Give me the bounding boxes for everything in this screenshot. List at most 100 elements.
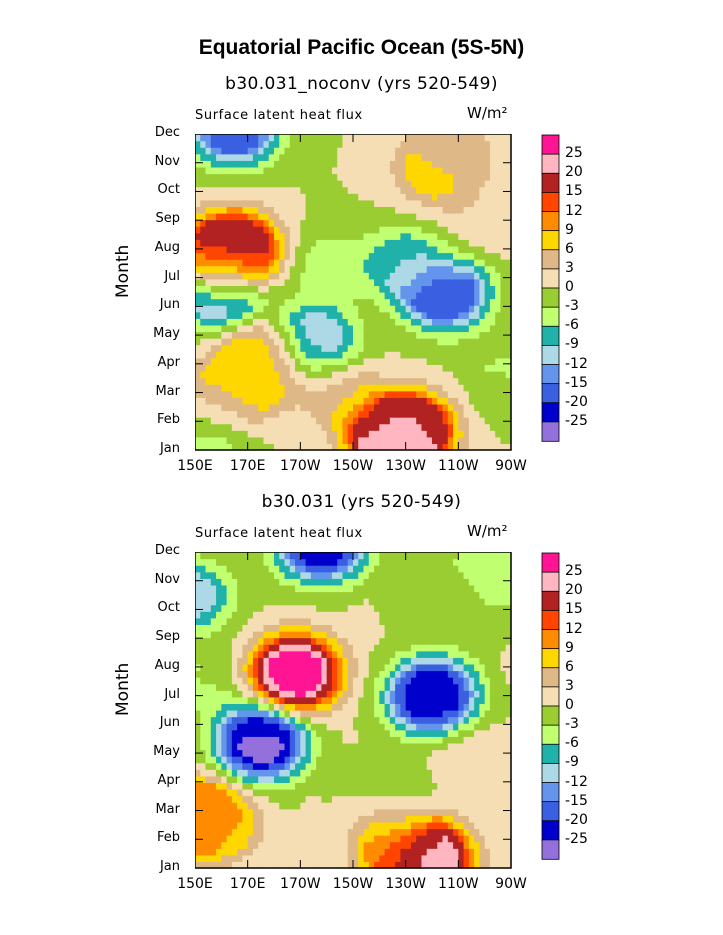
heatmap-cell xyxy=(305,729,312,737)
heatmap-cell xyxy=(374,180,380,188)
heatmap-cell xyxy=(300,716,307,724)
heatmap-cell xyxy=(321,828,328,836)
heatmap-cell xyxy=(221,808,228,816)
heatmap-cell xyxy=(379,239,386,247)
heatmap-cell xyxy=(305,384,312,392)
heatmap-cell xyxy=(221,371,228,379)
heatmap-cell xyxy=(384,259,391,267)
colorbar-swatch xyxy=(541,306,560,327)
heatmap-cell xyxy=(216,351,222,359)
heatmap-cell xyxy=(400,443,407,451)
heatmap-cell xyxy=(342,795,349,803)
heatmap-cell xyxy=(295,571,301,579)
heatmap-cell xyxy=(200,206,207,214)
heatmap-cell xyxy=(205,815,212,823)
heatmap-cell xyxy=(231,677,238,685)
heatmap-cell xyxy=(237,677,243,685)
heatmap-cell xyxy=(289,140,296,148)
heatmap-cell xyxy=(210,815,217,823)
heatmap-cell xyxy=(405,311,412,319)
y-tick-label: Feb xyxy=(156,412,180,428)
heatmap-cell xyxy=(242,245,249,254)
heatmap-cell xyxy=(247,742,254,751)
heatmap-cell xyxy=(374,657,380,665)
heatmap-cell xyxy=(226,324,233,333)
heatmap-cell xyxy=(263,631,270,639)
heatmap-cell xyxy=(310,252,317,260)
heatmap-cell xyxy=(300,644,307,652)
heatmap-cell xyxy=(463,318,470,326)
heatmap-cell xyxy=(416,410,423,418)
heatmap-cell xyxy=(489,213,496,221)
heatmap-cell xyxy=(331,305,338,313)
heatmap-cell xyxy=(274,226,280,234)
heatmap-cell xyxy=(258,742,265,751)
heatmap-cell xyxy=(368,677,375,685)
heatmap-cell xyxy=(321,252,328,260)
heatmap-cell xyxy=(363,410,370,418)
heatmap-cell xyxy=(268,397,275,405)
heatmap-cell xyxy=(321,272,328,280)
heatmap-cell xyxy=(453,180,459,188)
heatmap-cell xyxy=(268,690,275,698)
heatmap-cell xyxy=(263,578,270,586)
heatmap-cell xyxy=(489,259,496,267)
heatmap-cell xyxy=(268,604,275,612)
heatmap-cell xyxy=(247,285,254,293)
heatmap-cell xyxy=(347,298,354,306)
heatmap-cell xyxy=(410,578,417,586)
heatmap-cell xyxy=(342,670,349,678)
heatmap-cell xyxy=(242,703,249,711)
heatmap-cell xyxy=(363,604,370,612)
heatmap-cell xyxy=(453,292,459,300)
heatmap-cell xyxy=(226,749,233,757)
heatmap-cell xyxy=(242,147,249,155)
heatmap-cell xyxy=(321,670,328,678)
heatmap-cell xyxy=(400,226,407,234)
heatmap-cell xyxy=(295,226,301,234)
heatmap-cell xyxy=(263,206,270,214)
heatmap-cell xyxy=(300,364,307,372)
heatmap-cell xyxy=(379,835,386,843)
heatmap-cell xyxy=(305,344,312,352)
heatmap-cell xyxy=(195,650,201,658)
heatmap-cell xyxy=(263,153,270,161)
heatmap-cell xyxy=(284,802,291,810)
heatmap-cell xyxy=(353,571,359,579)
heatmap-cell xyxy=(326,835,333,843)
heatmap-cell xyxy=(416,371,423,379)
heatmap-cell xyxy=(505,186,512,194)
heatmap-cell xyxy=(358,265,365,273)
heatmap-cell xyxy=(374,384,380,392)
heatmap-cell xyxy=(258,617,265,626)
heatmap-cell xyxy=(284,696,291,705)
heatmap-cell xyxy=(247,729,254,737)
heatmap-cell xyxy=(305,278,312,287)
heatmap-cell xyxy=(426,436,433,445)
heatmap-cell xyxy=(368,160,375,168)
heatmap-cell xyxy=(384,644,391,652)
heatmap-cell xyxy=(495,140,502,148)
heatmap-cell xyxy=(426,193,433,201)
heatmap-cell xyxy=(279,663,286,672)
heatmap-cell xyxy=(258,338,265,346)
heatmap-cell xyxy=(321,390,328,398)
heatmap-cell xyxy=(389,285,396,293)
heatmap-cell xyxy=(326,140,333,148)
heatmap-cell xyxy=(252,160,259,168)
heatmap-cell xyxy=(321,318,328,326)
heatmap-cell xyxy=(331,815,338,823)
heatmap-cell xyxy=(226,835,233,843)
heatmap-cell xyxy=(368,703,375,711)
heatmap-cell xyxy=(195,789,201,797)
heatmap-cell xyxy=(384,848,391,856)
heatmap-cell xyxy=(263,657,270,665)
heatmap-cell xyxy=(205,657,212,665)
heatmap-cell xyxy=(353,357,359,366)
heatmap-cell xyxy=(221,683,228,691)
heatmap-cell xyxy=(210,443,217,451)
heatmap-cell xyxy=(226,631,233,639)
heatmap-cell xyxy=(216,199,222,208)
heatmap-cell xyxy=(305,690,312,698)
heatmap-cell xyxy=(363,180,370,188)
